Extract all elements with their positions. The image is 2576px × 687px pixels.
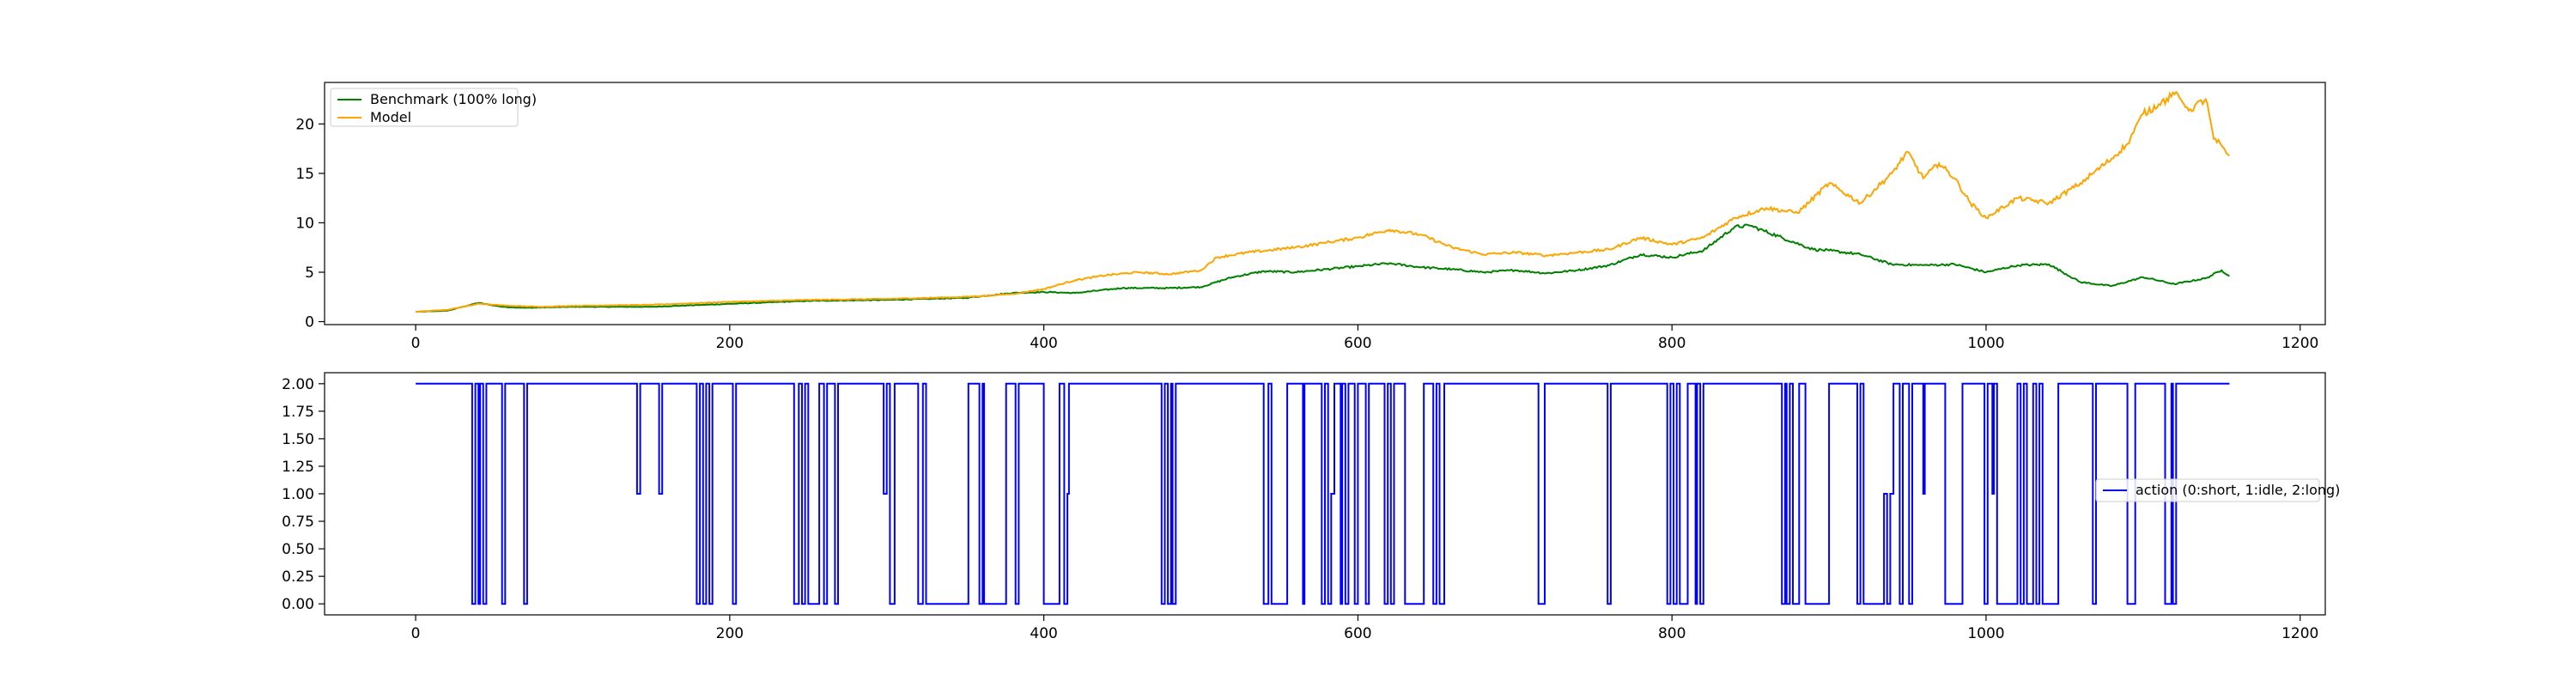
- y-tick-label: 2.00: [282, 376, 314, 393]
- x-tick-label: 0: [411, 625, 421, 642]
- x-tick-label: 1000: [1967, 335, 2004, 352]
- x-tick-label: 200: [716, 335, 744, 352]
- series-line-0-0: [416, 223, 2230, 313]
- x-tick-label: 1000: [1967, 625, 2004, 642]
- y-tick-label: 0.50: [282, 541, 314, 558]
- y-tick-label: 20: [295, 116, 314, 133]
- series-line-0-1: [416, 90, 2230, 313]
- legend-box-0: [330, 88, 519, 127]
- legend-label: action (0:short, 1:idle, 2:long): [2136, 482, 2340, 498]
- legend-label: Benchmark (100% long): [370, 91, 537, 107]
- legend-label: Model: [370, 109, 411, 125]
- x-tick-label: 800: [1658, 625, 1686, 642]
- action-panel: 0 200 400 600 800 1000 1200 0.00 0.25 0.50 0.75 1.0…: [282, 372, 2340, 642]
- y-tick-label: 0.25: [282, 568, 314, 586]
- y-tick-label: 1.25: [282, 459, 314, 476]
- y-tick-label: 10: [295, 215, 314, 232]
- y-tick-label: 0.75: [282, 514, 314, 531]
- x-tick-label: 800: [1658, 335, 1686, 352]
- y-tick-label: 0: [305, 314, 314, 331]
- x-tick-label: 400: [1030, 625, 1057, 642]
- y-tick-label: 1.75: [282, 404, 314, 421]
- x-tick-label: 200: [716, 625, 744, 642]
- x-tick-label: 0: [411, 335, 421, 352]
- series-line-1-0: [416, 382, 2230, 605]
- x-tick-label: 1200: [2281, 625, 2318, 642]
- y-tick-label: 15: [295, 166, 314, 183]
- x-tick-label: 400: [1030, 335, 1057, 352]
- x-tick-label: 1200: [2281, 335, 2318, 352]
- axes-frame-0: [324, 82, 2326, 325]
- legend-box-1: [2095, 478, 2320, 502]
- y-tick-label: 5: [305, 264, 314, 282]
- equity-curve-panel: 0 200 400 600 800 1000 1200 0 5 10 15 20 Benchmark (…: [295, 82, 2326, 352]
- y-tick-label: 0.00: [282, 596, 314, 613]
- y-tick-label: 1.00: [282, 486, 314, 503]
- y-tick-label: 1.50: [282, 431, 314, 448]
- x-tick-label: 600: [1344, 625, 1371, 642]
- x-tick-label: 600: [1344, 335, 1371, 352]
